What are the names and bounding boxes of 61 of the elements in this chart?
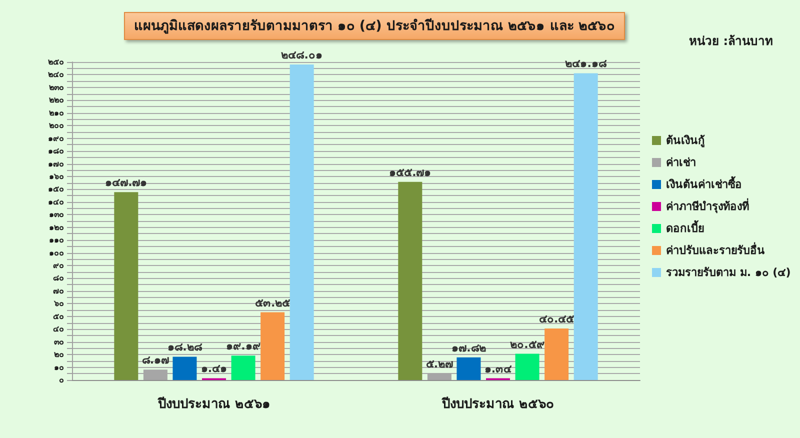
bar [574, 73, 598, 380]
bar [260, 312, 285, 380]
bar [290, 64, 314, 380]
y-tick-label: ๑๔๐ [48, 197, 64, 206]
data-label: ๑๘.๒๘ [168, 340, 203, 354]
data-label: ๔๐.๔๕ [538, 312, 576, 326]
y-tick-label: ๖๐ [53, 299, 64, 308]
y-tick-label: ๑๓๐ [49, 210, 64, 220]
bar [172, 356, 197, 380]
y-tick-label: ๒๔๐ [48, 70, 64, 80]
y-tick-label: ๑๑๐ [49, 236, 64, 245]
y-tick-label: ๘๐ [53, 274, 64, 283]
x-tick-label: ปีงบประมาณ ๒๕๖๐ [441, 396, 554, 412]
bar [231, 356, 256, 380]
bar [544, 328, 569, 380]
legend-label: ค่าปรับและรายรับอื่น [666, 242, 765, 257]
data-label: ๑.๓๔ [484, 362, 513, 376]
legend-label: ค่าเช่า [666, 156, 696, 169]
y-tick-label: ๕๐ [53, 312, 64, 321]
y-tick-label: ๑๙๐ [48, 134, 64, 143]
y-tick-label: ๗๐ [53, 286, 64, 296]
y-tick-label: ๒๓๐ [49, 82, 64, 92]
y-tick-label: ๑๗๐ [48, 159, 64, 168]
legend-label: รวมรายรับตาม ม. ๑๐ (๔) [666, 266, 791, 279]
chart-title: แผนภูมิแสดงผลรายรับตามมาตรา ๑๐ (๔) ประจำปีงบประมาณ ๒๕๖๑ และ ๒๕๖๐ [134, 18, 615, 34]
y-tick-label: ๓๐ [54, 337, 64, 346]
x-tick-label: ปีงบประมาณ ๒๕๖๑ [157, 396, 270, 412]
y-tick-label: ๑๖๐ [49, 172, 64, 181]
y-tick-label: ๒๑๐ [49, 108, 64, 118]
bar [456, 357, 481, 380]
data-label: ๘.๑๗ [142, 354, 170, 367]
bar [398, 182, 422, 380]
data-label: ๑๔๗.๗๑ [105, 176, 148, 190]
data-label: ๕๓.๒๕ [254, 296, 292, 310]
y-tick-label: ๔๐ [53, 324, 64, 334]
data-label: ๑๕๕.๗๑ [389, 166, 432, 179]
data-label: ๑๗.๘๒ [452, 341, 486, 354]
data-label: ๕.๒๗ [426, 357, 454, 370]
data-label: ๒๔๑.๑๘ [565, 57, 608, 70]
y-tick-label: ๒๒๐ [49, 96, 64, 105]
legend-label: ต้นเงินกู้ [666, 134, 705, 148]
y-tick-label: ๙๐ [53, 261, 64, 270]
legend-label: เงินต้นค่าเช่าซื้อ [666, 176, 742, 191]
y-tick-label: ๑๒๐ [49, 222, 64, 232]
y-tick-label: ๐ [59, 376, 64, 384]
y-tick-label: ๒๐ [54, 350, 64, 360]
data-label: ๒๐.๕๙ [510, 338, 544, 351]
y-tick-label: ๒๕๐ [48, 58, 64, 66]
bar [114, 192, 138, 380]
y-tick-label: ๑๐๐ [49, 248, 64, 258]
y-tick-label: ๑๐ [54, 362, 64, 372]
text: หน่วย :ล้านบาท [689, 34, 774, 48]
y-tick-label: ๑๕๐ [48, 184, 64, 194]
data-label: ๑๙.๑๙ [226, 340, 260, 353]
legend-label: ค่าภาษีบำรุงท้องที่ [666, 198, 749, 214]
y-tick-label: ๒๐๐ [49, 121, 64, 130]
data-label: ๒๔๘.๐๑ [281, 48, 322, 62]
y-tick-label: ๑๘๐ [48, 146, 64, 156]
data-label: ๑.๔๑ [200, 362, 228, 376]
legend-label: ดอกเบี้ย [666, 220, 704, 235]
bar [515, 354, 540, 380]
